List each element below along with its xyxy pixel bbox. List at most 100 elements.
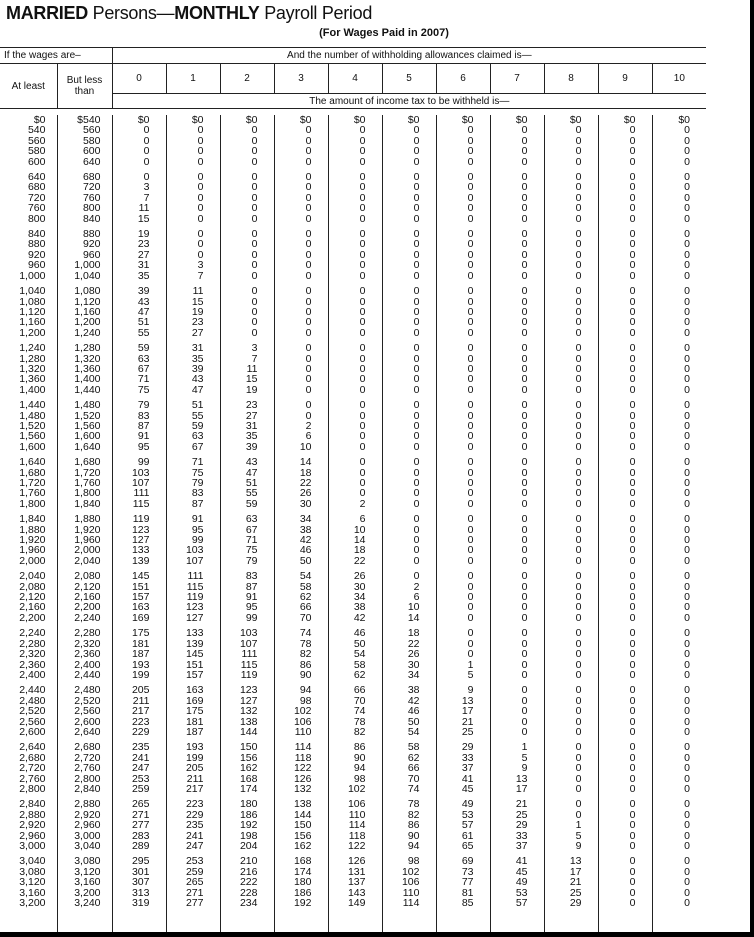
tax-cell-allowance-8: 0: [543, 555, 598, 566]
tax-cell-allowance-4: 149: [327, 898, 382, 908]
spacer-cell: [543, 167, 598, 173]
wage-but-less-than: 2,960: [56, 820, 112, 831]
tax-cell-allowance-9: 0: [597, 317, 652, 328]
tax-cell-allowance-8: 0: [543, 752, 598, 763]
tax-cell-allowance-6: 0: [435, 498, 490, 509]
tax-cell-allowance-6: 0: [435, 239, 490, 250]
tax-cell-allowance-9: 0: [597, 156, 652, 167]
spacer-cell: [381, 224, 436, 230]
tax-cell-allowance-0: 59: [111, 343, 166, 354]
tax-cell-allowance-6: 9: [435, 685, 490, 696]
tax-cell-allowance-8: 0: [543, 628, 598, 639]
tax-cell-allowance-4: 126: [327, 856, 382, 867]
filler-cell: [651, 908, 706, 933]
tax-cell-allowance-2: 234: [219, 898, 274, 908]
tax-cell-allowance-4: 38: [327, 602, 382, 613]
table-row: 1,160 1,200 51 23 0 0 0 0 0 0 0 0 0: [0, 317, 706, 328]
tax-cell-allowance-6: 0: [435, 384, 490, 395]
tax-cell-allowance-4: 0: [327, 125, 382, 136]
tax-cell-allowance-5: 0: [381, 260, 436, 271]
allowances-label: And the number of withholding allowances…: [111, 47, 707, 64]
tax-cell-allowance-0: 51: [111, 317, 166, 328]
tax-cell-allowance-7: 45: [489, 866, 544, 877]
tax-cell-allowance-5: 54: [381, 726, 436, 737]
tax-cell-allowance-5: 0: [381, 431, 436, 442]
tax-cell-allowance-1: 217: [165, 784, 220, 794]
tax-cell-allowance-9: 0: [597, 467, 652, 478]
tax-cell-allowance-2: 23: [219, 400, 274, 411]
tax-cell-allowance-2: 43: [219, 457, 274, 468]
tax-cell-allowance-3: 0: [273, 327, 328, 338]
tax-cell-allowance-1: 47: [165, 384, 220, 395]
tax-cell-allowance-0: 87: [111, 421, 166, 431]
tax-cell-allowance-8: 21: [543, 877, 598, 888]
tax-cell-allowance-0: 0: [111, 156, 166, 167]
tax-cell-allowance-10: 0: [651, 887, 706, 898]
tax-cell-allowance-8: 13: [543, 856, 598, 867]
tax-cell-allowance-2: 198: [219, 830, 274, 841]
tax-cell-allowance-3: 168: [273, 856, 328, 867]
tax-cell-allowance-7: 0: [489, 306, 544, 317]
wage-but-less-than: 1,920: [56, 524, 112, 535]
tax-cell-allowance-1: 271: [165, 887, 220, 898]
wage-but-less-than: 1,440: [56, 384, 112, 395]
filler-cell: [0, 908, 57, 932]
tax-cell-allowance-5: 22: [381, 638, 436, 649]
tax-cell-allowance-0: $0: [111, 115, 166, 125]
spacer-cell: [219, 395, 274, 401]
tax-cell-allowance-2: 31: [219, 421, 274, 431]
tax-cell-allowance-2: 0: [219, 306, 274, 317]
tax-cell-allowance-2: 0: [219, 192, 274, 203]
wage-but-less-than: 2,400: [56, 659, 112, 670]
table-row: 680 720 3 0 0 0 0 0 0 0 0 0 0: [0, 182, 706, 193]
spacer-cell: [651, 509, 706, 515]
wage-but-less-than: 1,760: [56, 478, 112, 488]
table-row: 1,920 1,960 127 99 71 42 14 0 0 0 0 0 0: [0, 535, 706, 545]
spacer-cell: [111, 851, 166, 857]
tax-cell-allowance-4: 0: [327, 260, 382, 271]
wage-at-least: 2,640: [19, 741, 46, 754]
tax-cell-allowance-9: 0: [597, 400, 652, 411]
tax-cell-allowance-9: 0: [597, 286, 652, 297]
spacer-cell: [56, 737, 112, 743]
tax-cell-allowance-10: 0: [651, 410, 706, 421]
spacer-cell: [543, 680, 598, 686]
tax-cell-allowance-1: 107: [165, 555, 220, 566]
tax-cell-allowance-1: 31: [165, 343, 220, 354]
tax-cell-allowance-5: 102: [381, 866, 436, 877]
tax-cell-allowance-4: 54: [327, 649, 382, 660]
tax-cell-allowance-2: 95: [219, 602, 274, 613]
wage-at-least: 1,520: [19, 419, 46, 432]
tax-cell-allowance-0: 79: [111, 400, 166, 411]
tax-cell-allowance-0: 223: [111, 716, 166, 727]
tax-cell-allowance-2: 0: [219, 203, 274, 214]
spacer-cell: [381, 851, 436, 857]
table-row: 2,720 2,760 247 205 162 122 94 66 37 9 0 0 0: [0, 763, 706, 774]
tax-cell-allowance-8: 0: [543, 695, 598, 706]
spacer-cell: [219, 794, 274, 800]
tax-cell-allowance-0: 63: [111, 353, 166, 364]
tax-cell-allowance-10: 0: [651, 545, 706, 556]
tax-cell-allowance-4: 143: [327, 887, 382, 898]
table-row: 540 560 0 0 0 0 0 0 0 0 0 0 0: [0, 125, 706, 136]
wage-at-least: 880: [27, 238, 46, 251]
table-row: 2,640 2,680 235 193 150 114 86 58 29 1 0 0 0: [0, 741, 706, 754]
wage-but-less-than: 3,200: [56, 887, 112, 898]
tax-cell-allowance-8: 0: [543, 638, 598, 649]
tax-cell-allowance-3: 186: [273, 887, 328, 898]
spacer-cell: [543, 452, 598, 458]
table-row: 2,400 2,440 199 157 119 90 62 34 5 0 0 0 0: [0, 669, 706, 680]
tax-cell-allowance-9: 0: [597, 612, 652, 623]
spacer-cell: [56, 851, 112, 857]
wage-but-less-than: 3,120: [56, 866, 112, 877]
spacer-cell: [56, 452, 112, 458]
table-filler: [0, 908, 706, 933]
tax-cell-allowance-0: 103: [111, 467, 166, 478]
wage-but-less-than: 2,760: [56, 763, 112, 774]
spacer-cell: [381, 395, 436, 401]
tax-cell-allowance-4: 86: [327, 742, 382, 753]
tax-cell-allowance-9: 0: [597, 887, 652, 898]
tax-cell-allowance-3: 174: [273, 866, 328, 877]
spacer-cell: [165, 452, 220, 458]
table-row: 1,520 1,560 87 59 31 2 0 0 0 0 0 0 0: [0, 421, 706, 431]
